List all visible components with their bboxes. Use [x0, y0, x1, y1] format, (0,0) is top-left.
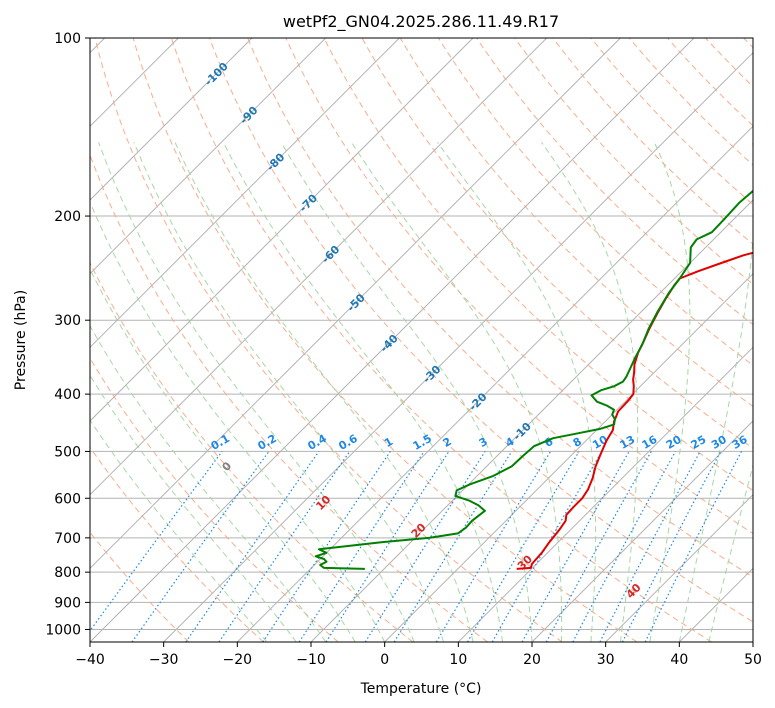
moist-adiabat [280, 141, 533, 642]
isotherm-gridline [90, 38, 548, 496]
y-tick-label: 200 [54, 209, 81, 225]
moist-adiabat [133, 142, 445, 642]
dry-adiabat [628, 38, 753, 166]
moist-adiabat [649, 141, 691, 642]
dry-adiabat [132, 38, 638, 642]
y-tick-label: 100 [54, 31, 81, 47]
isotherm-gridline [90, 38, 400, 349]
dry-adiabat [476, 38, 753, 326]
moist-adiabat [678, 142, 753, 642]
x-tick-label: −30 [149, 652, 179, 668]
moist-adiabat [90, 201, 386, 642]
x-tick-label: −40 [75, 652, 105, 668]
plot-frame [89, 37, 754, 643]
isotherm-gridline [531, 420, 753, 642]
mixing-ratio-line [572, 451, 677, 642]
x-tick-label: −10 [296, 652, 326, 668]
isotherm-gridline [384, 272, 753, 642]
mixing-ratio-line [218, 451, 351, 642]
dry-adiabat [90, 446, 264, 642]
x-tick-label: 10 [449, 652, 467, 668]
y-axis: 100 200 300 400 500 600 700 800 900 1000 [45, 31, 90, 638]
moist-adiabat [90, 268, 356, 642]
y-axis-label: Pressure (hPa) [13, 290, 29, 390]
dewpoint-profile-line [314, 189, 753, 570]
x-tick-label: 40 [670, 652, 688, 668]
mixing-ratio-line [90, 451, 223, 632]
y-tick-label: 700 [54, 531, 81, 547]
dry-adiabat [514, 38, 753, 285]
dry-adiabat [399, 38, 753, 408]
y-tick-label: 800 [54, 565, 81, 581]
isotherm-gridline [90, 38, 253, 201]
isotherm-gridline [236, 125, 753, 642]
moist-adiabat [90, 419, 268, 642]
y-tick-label: 1000 [45, 622, 81, 638]
mixing-ratio-line [325, 451, 450, 642]
mixing-ratio-line [466, 451, 580, 642]
moist-adiabat [98, 142, 415, 642]
x-tick-label: −20 [223, 652, 253, 668]
y-tick-label: 600 [54, 491, 81, 507]
y-tick-label: 300 [54, 313, 81, 329]
y-tick-label: 400 [54, 387, 81, 403]
chart-title: wetPf2_GN04.2025.286.11.49.R17 [283, 12, 559, 32]
moist-adiabat [708, 463, 753, 642]
isotherm-gridline [457, 346, 753, 642]
mixing-ratio-line [364, 451, 486, 642]
dry-adiabat [94, 38, 563, 642]
x-axis-label: Temperature (°C) [360, 681, 482, 697]
x-axis: −40 −30 −20 −10 0 10 20 30 40 50 [75, 642, 762, 668]
moist-adiabat [437, 141, 597, 642]
moist-adiabat [540, 141, 639, 642]
y-tick-label: 900 [54, 595, 81, 611]
x-tick-label: 50 [744, 652, 762, 668]
mixing-ratio-line [393, 451, 513, 642]
mixing-ratio-line [435, 451, 552, 642]
dry-adiabat [590, 38, 753, 206]
isotherm-gridline [90, 38, 474, 422]
y-tick-label: 500 [54, 444, 81, 460]
isotherm-gridline [163, 51, 753, 642]
dry-adiabat [323, 38, 753, 492]
dry-adiabat [361, 38, 753, 449]
x-tick-label: 20 [523, 652, 541, 668]
x-tick-label: 30 [597, 652, 615, 668]
mixing-ratio-line [545, 451, 652, 642]
moist-adiabat [350, 141, 563, 642]
isotherm-gridline [90, 38, 695, 642]
mixing-ratio-line [131, 451, 270, 642]
isotherm-gridline [90, 38, 621, 570]
moist-adiabat [90, 324, 327, 642]
dry-adiabat [170, 38, 712, 642]
moist-adiabat [174, 141, 474, 642]
isotherm-gridline [90, 38, 327, 275]
mixing-ratio-line [521, 451, 630, 642]
x-tick-label: 0 [380, 652, 389, 668]
dry-adiabat [90, 261, 414, 642]
isotherm-gridline [605, 493, 753, 642]
moist-adiabat [90, 374, 297, 642]
dry-adiabat [247, 38, 753, 578]
